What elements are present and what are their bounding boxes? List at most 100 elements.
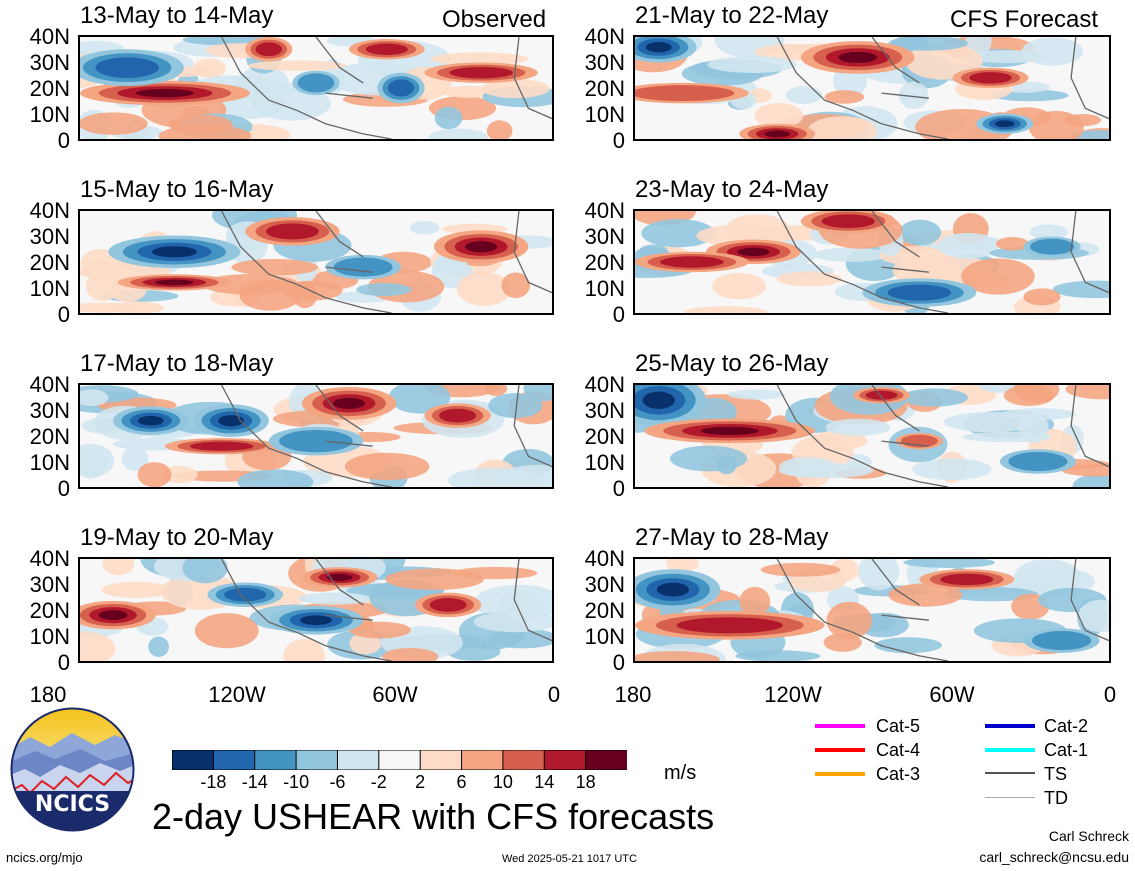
panel-title: 23-May to 24-May <box>635 176 829 203</box>
logo-text: NCICS <box>34 792 111 817</box>
cat1-line <box>985 748 1035 752</box>
colorbar-swatch <box>171 749 215 771</box>
map-panel-observed-3 <box>78 383 554 489</box>
y-tick-label: 0 <box>57 650 70 675</box>
y-tick-label: 40N <box>584 24 625 49</box>
cat3-label: Cat-3 <box>876 764 921 784</box>
panel-title: 17-May to 18-May <box>80 350 274 377</box>
y-tick-label: 0 <box>612 476 625 501</box>
y-tick-label: 0 <box>612 128 625 153</box>
cat5-label: Cat-5 <box>876 716 921 736</box>
x-tick-label: 180 <box>29 682 67 707</box>
colorbar-tick-label: -10 <box>283 772 310 792</box>
map-panel-observed-2 <box>78 209 554 315</box>
colorbar-tick-label: 10 <box>492 772 513 792</box>
y-tick-label: 30N <box>29 398 70 423</box>
cat3-line <box>815 772 865 776</box>
x-tick-label: 120W <box>764 682 822 707</box>
colorbar <box>171 749 628 771</box>
ts-line <box>985 772 1035 774</box>
x-tick-label: 60W <box>372 682 418 707</box>
y-tick-label: 10N <box>584 624 625 649</box>
ncics-logo: NCICS <box>10 707 135 832</box>
panel-title: 13-May to 14-May <box>80 2 274 29</box>
y-tick-label: 40N <box>29 198 70 223</box>
panel-title: 21-May to 22-May <box>635 2 829 29</box>
map-panel-forecast-1 <box>633 35 1111 141</box>
y-tick-label: 20N <box>29 424 70 449</box>
ts-label: TS <box>1044 764 1068 784</box>
panel-title: 19-May to 20-May <box>80 524 274 551</box>
colorbar-swatch <box>212 749 256 771</box>
panel-title: 25-May to 26-May <box>635 350 829 377</box>
y-tick-label: 40N <box>584 198 625 223</box>
y-tick-label: 30N <box>29 572 70 597</box>
colorbar-swatch <box>336 749 380 771</box>
y-tick-label: 20N <box>584 598 625 623</box>
y-tick-label: 0 <box>612 650 625 675</box>
y-tick-label: 30N <box>29 50 70 75</box>
y-tick-label: 10N <box>29 450 70 475</box>
y-tick-label: 0 <box>57 128 70 153</box>
map-panel-forecast-4 <box>633 557 1111 663</box>
y-tick-label: 10N <box>584 102 625 127</box>
colorbar-tick-label: -2 <box>370 772 387 792</box>
y-tick-label: 10N <box>29 624 70 649</box>
y-tick-label: 10N <box>584 450 625 475</box>
colorbar-swatch <box>461 749 504 771</box>
y-tick-label: 10N <box>29 276 70 301</box>
colorbar-swatch <box>295 749 339 771</box>
cfs-forecast-header: CFS Forecast <box>950 6 1099 33</box>
y-tick-label: 40N <box>29 24 70 49</box>
y-tick-label: 10N <box>584 276 625 301</box>
colorbar-swatch <box>419 749 463 771</box>
main-title: 2-day USHEAR with CFS forecasts <box>152 796 715 837</box>
y-tick-label: 20N <box>29 598 70 623</box>
td-line <box>985 797 1035 798</box>
x-tick-label: 0 <box>1103 682 1117 707</box>
footer-url: ncics.org/mjo <box>6 850 83 865</box>
colorbar-tick-label: 14 <box>534 772 555 792</box>
panel-title: 27-May to 28-May <box>635 524 829 551</box>
colorbar-tick-label: 18 <box>575 772 596 792</box>
y-tick-label: 40N <box>29 372 70 397</box>
cat2-label: Cat-2 <box>1044 716 1089 736</box>
y-tick-label: 20N <box>584 76 625 101</box>
y-tick-label: 20N <box>29 76 70 101</box>
footer-email: carl_schreck@ncsu.edu <box>979 849 1129 865</box>
footer-author: Carl Schreck <box>1048 828 1129 844</box>
y-tick-label: 20N <box>584 250 625 275</box>
y-tick-label: 0 <box>57 476 70 501</box>
cat4-line <box>815 748 865 752</box>
colorbar-swatch <box>254 749 298 771</box>
y-tick-label: 40N <box>584 372 625 397</box>
y-tick-label: 20N <box>584 424 625 449</box>
y-tick-label: 10N <box>29 102 70 127</box>
colorbar-swatch <box>543 749 587 771</box>
cat5-line <box>815 724 865 728</box>
map-panel-forecast-3 <box>633 383 1111 489</box>
y-tick-label: 30N <box>584 224 625 249</box>
panel-title: 15-May to 16-May <box>80 176 274 203</box>
colorbar-tick-label: 2 <box>415 772 426 792</box>
y-tick-label: 40N <box>29 546 70 571</box>
colorbar-swatch <box>502 749 546 771</box>
x-tick-label: 180 <box>614 682 652 707</box>
x-tick-label: 0 <box>547 682 561 707</box>
colorbar-swatch <box>378 749 422 771</box>
cat1-label: Cat-1 <box>1044 740 1089 760</box>
y-tick-label: 30N <box>584 50 625 75</box>
colorbar-swatch <box>585 749 628 771</box>
observed-header: Observed <box>442 6 547 33</box>
y-tick-label: 0 <box>612 302 625 327</box>
y-tick-label: 30N <box>584 572 625 597</box>
colorbar-tick-label: -14 <box>241 772 268 792</box>
y-tick-label: 30N <box>584 398 625 423</box>
y-tick-label: 0 <box>57 302 70 327</box>
footer-timestamp: Wed 2025-05-21 1017 UTC <box>502 853 637 865</box>
cat4-label: Cat-4 <box>876 740 921 760</box>
x-tick-label: 60W <box>929 682 975 707</box>
colorbar-tick-label: -6 <box>329 772 346 792</box>
td-label: TD <box>1044 788 1068 808</box>
map-panel-observed-1 <box>78 35 554 141</box>
